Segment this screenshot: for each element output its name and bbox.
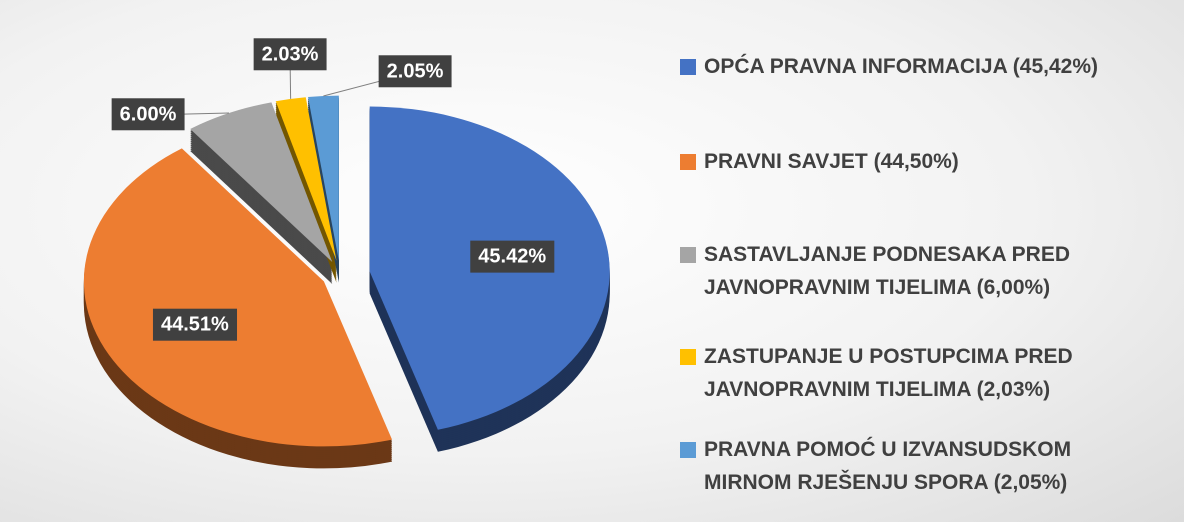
legend-label: PRAVNA POMOĆ U IZVANSUDSKOM MIRNOM RJEŠE… bbox=[704, 438, 1072, 494]
slice bbox=[308, 95, 339, 261]
legend-item: PRAVNA POMOĆ U IZVANSUDSKOM MIRNOM RJEŠE… bbox=[680, 433, 1164, 499]
legend-label: PRAVNI SAVJET (44,50%) bbox=[704, 150, 959, 173]
legend-item: OPĆA PRAVNA INFORMACIJA (45,42%) bbox=[680, 50, 1184, 83]
data-label-box bbox=[378, 55, 452, 88]
legend-swatch bbox=[680, 154, 696, 170]
legend-item: ZASTUPANJE U POSTUPCIMA PRED JAVNOPRAVNI… bbox=[680, 340, 1164, 406]
slice bbox=[190, 102, 333, 263]
data-label: 44.51% bbox=[161, 314, 229, 336]
slice bbox=[83, 148, 393, 447]
slice bbox=[275, 97, 337, 261]
legend-label: SASTAVLJANJE PODNESAKA PRED JAVNOPRAVNIM… bbox=[704, 243, 1071, 299]
legend-swatch bbox=[680, 442, 696, 458]
data-label: 6.00% bbox=[120, 103, 177, 125]
legend-swatch bbox=[680, 349, 696, 365]
legend-swatch bbox=[680, 59, 696, 75]
data-label-box bbox=[470, 240, 555, 273]
data-label-box bbox=[253, 38, 327, 71]
data-label-box bbox=[152, 308, 238, 341]
legend-label: OPĆA PRAVNA INFORMACIJA (45,42%) bbox=[704, 55, 1098, 78]
data-label-box bbox=[111, 98, 185, 131]
data-label: 45.42% bbox=[478, 246, 546, 268]
data-label: 2.05% bbox=[387, 60, 444, 82]
legend-item: PRAVNI SAVJET (44,50%) bbox=[680, 145, 1164, 178]
pie-area: 45.42% 44.51% 6.00% 2.03% 2.05% bbox=[83, 38, 610, 469]
legend-label: ZASTUPANJE U POSTUPCIMA PRED JAVNOPRAVNI… bbox=[704, 345, 1073, 401]
legend-swatch bbox=[680, 247, 696, 263]
data-label: 2.03% bbox=[262, 43, 319, 65]
legend-item: SASTAVLJANJE PODNESAKA PRED JAVNOPRAVNIM… bbox=[680, 238, 1164, 304]
